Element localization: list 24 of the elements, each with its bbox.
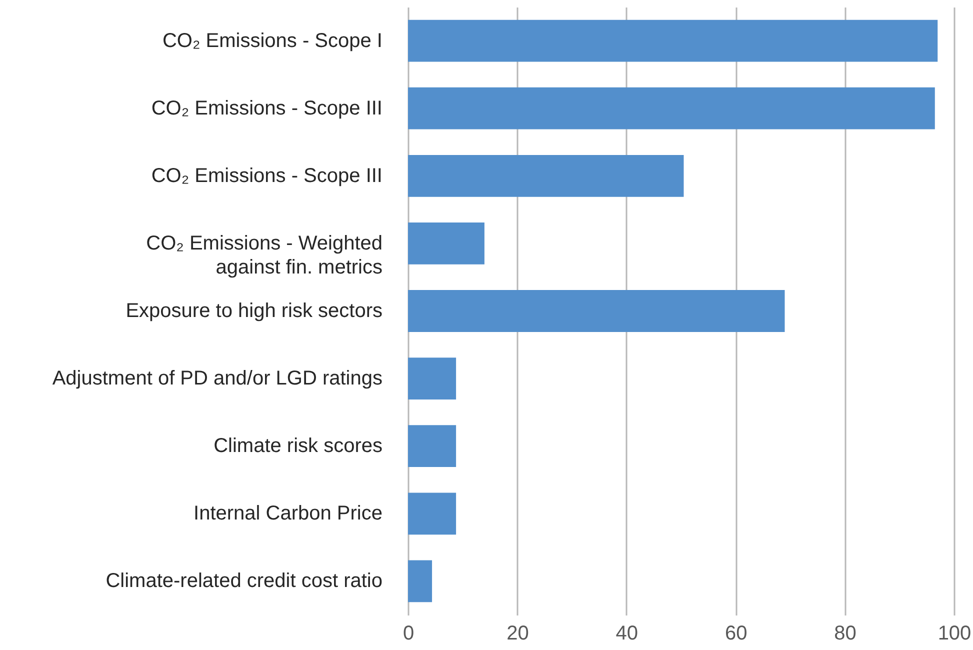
bar bbox=[408, 87, 935, 130]
bar bbox=[408, 154, 684, 197]
x-tick-label: 40 bbox=[616, 622, 638, 644]
y-tick-label: CO₂ Emissions - Scope III bbox=[151, 164, 382, 187]
x-tick-label: 100 bbox=[938, 622, 972, 644]
bar bbox=[408, 290, 785, 332]
x-tick-label: 20 bbox=[506, 622, 529, 644]
bar bbox=[408, 492, 456, 535]
x-tick-label: 0 bbox=[402, 622, 414, 644]
bar bbox=[408, 20, 938, 62]
y-tick-label: Internal Carbon Price bbox=[194, 502, 382, 525]
y-tick-label: Adjustment of PD and/or LGD ratings bbox=[52, 368, 382, 390]
y-tick-label: CO₂ Emissions - Weighted against fin. metrics bbox=[146, 232, 382, 278]
bar bbox=[408, 560, 432, 602]
x-tick-label: 60 bbox=[724, 622, 748, 644]
y-tick-label: CO₂ Emissions - Scope III bbox=[151, 97, 382, 120]
bar bbox=[408, 358, 456, 400]
x-tick-label: 80 bbox=[834, 622, 856, 644]
y-tick-label: CO₂ Emissions - Scope I bbox=[162, 30, 382, 52]
bar bbox=[408, 222, 484, 264]
y-tick-label: Exposure to high risk sectors bbox=[126, 300, 382, 322]
y-tick-label: Climate-related credit cost ratio bbox=[106, 570, 382, 592]
bar bbox=[408, 425, 456, 468]
y-tick-label: Climate risk scores bbox=[214, 435, 382, 458]
